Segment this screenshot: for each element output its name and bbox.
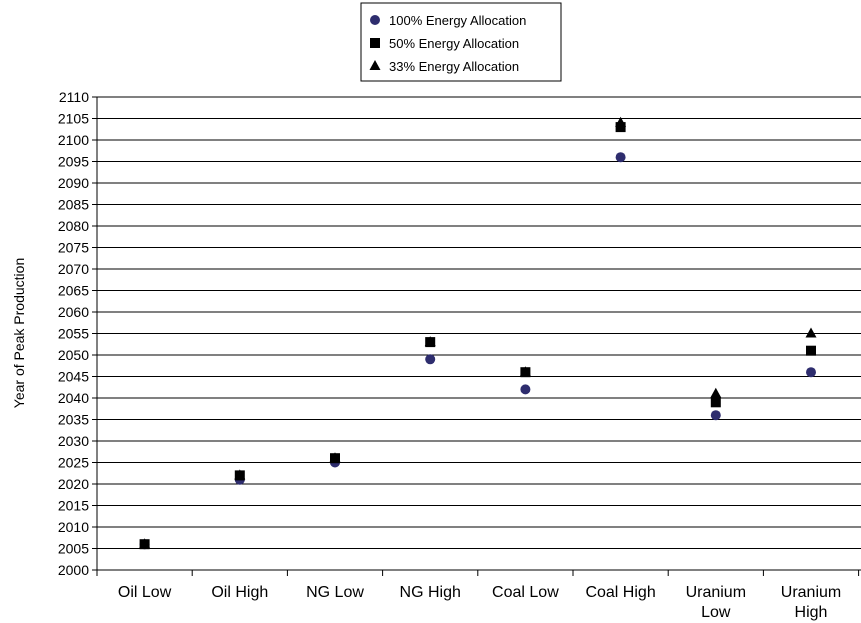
legend-label: 33% Energy Allocation xyxy=(389,59,519,74)
point-square-3 xyxy=(425,337,436,348)
point-triangle-6 xyxy=(710,387,722,398)
point-circle-4 xyxy=(520,384,531,395)
point-square-2 xyxy=(330,453,340,464)
legend-marker-square xyxy=(370,38,380,48)
gridlines xyxy=(97,96,861,571)
y-axis-ticks: 2000 2005 2010 2015 2020 2025 2030 2035 2040 2045… xyxy=(58,89,97,578)
y-tick-label: 2035 xyxy=(58,412,89,428)
y-tick-label: 2075 xyxy=(58,240,89,256)
y-tick-label: 2010 xyxy=(58,519,89,535)
x-category-label: Oil Low xyxy=(118,584,172,601)
point-square-0 xyxy=(139,539,150,550)
point-circle-7 xyxy=(806,367,816,378)
x-category-label: Oil High xyxy=(211,584,268,601)
y-tick-label: 2000 xyxy=(58,562,89,578)
x-category-label: Uranium Low xyxy=(686,584,746,621)
x-category-label: NG High xyxy=(400,584,461,601)
y-tick-label: 2105 xyxy=(58,111,89,127)
x-category-label: Coal High xyxy=(585,584,655,601)
point-square-6 xyxy=(710,397,721,408)
legend-marker-triangle xyxy=(369,60,381,70)
legend-label: 50% Energy Allocation xyxy=(389,36,519,51)
point-circle-5 xyxy=(615,152,626,163)
legend-label: 100% Energy Allocation xyxy=(389,13,526,28)
axes xyxy=(96,97,861,571)
point-square-1 xyxy=(234,470,245,481)
y-tick-label: 2020 xyxy=(58,476,89,492)
x-axis-ticks: Oil Low Oil High NG Low NG High Coal Low Coal… xyxy=(96,570,860,621)
y-tick-label: 2050 xyxy=(58,347,89,363)
y-tick-label: 2015 xyxy=(58,498,89,514)
y-tick-label: 2080 xyxy=(58,218,89,234)
y-tick-label: 2090 xyxy=(58,175,89,191)
x-category-label: Uranium High xyxy=(781,584,841,621)
y-tick-label: 2030 xyxy=(58,433,89,449)
point-circle-6 xyxy=(710,410,721,421)
data-points xyxy=(139,116,817,550)
y-tick-label: 2055 xyxy=(58,326,89,342)
point-triangle-7 xyxy=(805,327,817,338)
legend-box xyxy=(360,2,562,82)
y-axis-title: Year of Peak Production xyxy=(11,258,27,408)
x-category-label: NG Low xyxy=(306,584,364,601)
y-tick-label: 2085 xyxy=(58,197,89,213)
point-square-5 xyxy=(615,122,626,133)
y-tick-label: 2110 xyxy=(59,89,89,105)
y-tick-label: 2040 xyxy=(58,390,89,406)
point-square-7 xyxy=(806,345,816,356)
y-tick-label: 2060 xyxy=(58,304,89,320)
y-tick-label: 2025 xyxy=(58,455,89,471)
legend-marker-circle xyxy=(370,15,380,25)
legend: 100% Energy Allocation 50% Energy Allocat… xyxy=(360,2,562,82)
y-tick-label: 2095 xyxy=(58,154,89,170)
point-square-4 xyxy=(520,367,531,378)
y-tick-label: 2070 xyxy=(58,261,89,277)
point-circle-3 xyxy=(425,354,436,365)
x-category-label: Coal Low xyxy=(492,584,559,601)
y-tick-label: 2065 xyxy=(58,283,89,299)
y-tick-label: 2045 xyxy=(58,369,89,385)
y-tick-label: 2100 xyxy=(58,132,89,148)
y-tick-label: 2005 xyxy=(58,541,89,557)
